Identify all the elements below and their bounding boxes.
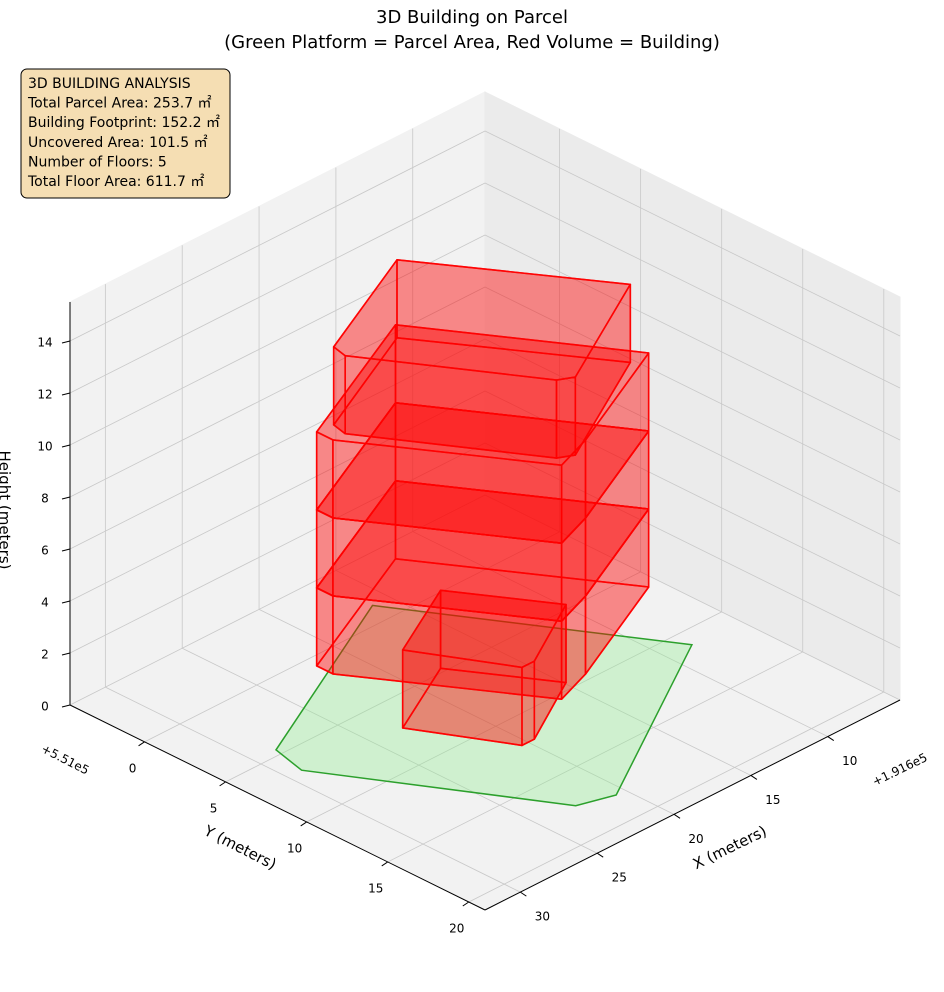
x-tick-label: 30 (535, 910, 550, 924)
grid-line (484, 286, 901, 493)
grid-line (387, 651, 803, 863)
z-tick-label: 4 (41, 596, 49, 610)
grid-line (69, 286, 486, 498)
grid-line (182, 647, 598, 854)
info-line: Total Parcel Area: 253.7 ㎡ (27, 96, 212, 112)
grid-line (484, 234, 901, 441)
y-tick-label: 20 (449, 921, 464, 935)
chart-title: 3D Building on Parcel (376, 7, 568, 28)
y-tick-label: 10 (287, 841, 302, 855)
grid-line (306, 611, 722, 823)
grid-line (105, 686, 521, 893)
grid (69, 128, 901, 903)
grid-line (225, 571, 641, 783)
y-tick (219, 781, 226, 787)
info-line: Total Floor Area: 611.7 ㎡ (27, 174, 204, 190)
x-axis-label: X (meters) (690, 822, 770, 873)
y-tick-label: 5 (210, 801, 218, 815)
x-tick-label: 25 (612, 871, 627, 885)
z-tick (61, 600, 71, 604)
axes: 10 15 20 25 30 0 5 10 15 20 0 2 4 6 8 10 12 14 (37, 302, 901, 935)
y-tick (138, 741, 145, 747)
y-tick (462, 901, 470, 907)
y-tick (300, 821, 307, 827)
volume-top (315, 323, 650, 467)
grid-line (69, 338, 486, 550)
y-tick-label: 0 (129, 761, 137, 775)
info-line: Number of Floors: 5 (28, 154, 167, 170)
z-tick-label: 0 (41, 700, 49, 714)
grid-line (258, 608, 675, 815)
x-tick (673, 813, 681, 819)
y-axis-line (69, 704, 486, 911)
volume-top (332, 258, 632, 381)
marks (274, 258, 694, 807)
volume-side (332, 346, 347, 435)
grid-line (69, 182, 486, 394)
grid-line (484, 130, 901, 337)
grid-line (69, 234, 486, 446)
grid-line (69, 494, 486, 706)
y-tick-label: 15 (368, 881, 383, 895)
info-line: Building Footprint: 152.2 ㎡ (28, 115, 220, 131)
x-offset-label: +1.916e5 (870, 750, 930, 789)
z-tick (61, 340, 71, 344)
grid-line (69, 130, 486, 342)
x-tick (750, 775, 758, 780)
info-box-bg (20, 68, 231, 199)
z-tick (61, 444, 71, 448)
z-axis-label: Height (meters) (0, 451, 14, 570)
grid-line (484, 338, 901, 545)
x-tick-label: 15 (765, 793, 780, 807)
z-tick-label: 6 (41, 544, 49, 558)
x-tick-label: 10 (842, 754, 857, 768)
x-tick (520, 891, 527, 897)
z-tick (61, 392, 71, 396)
x-tick-label: 20 (688, 832, 703, 846)
z-tick-label: 14 (37, 336, 52, 350)
volume-side (315, 431, 334, 519)
parcel (274, 604, 694, 807)
z-tick-label: 2 (41, 648, 49, 662)
z-tick-label: 12 (37, 388, 52, 402)
y-tick (381, 861, 389, 867)
grid-line (484, 494, 901, 701)
x-axis-line (484, 699, 901, 911)
info-box: 3D BUILDING ANALYSIS Total Parcel Area: 2… (20, 68, 231, 199)
grid-line (468, 691, 884, 903)
info-line: Uncovered Area: 101.5 ㎡ (28, 135, 208, 151)
grid-line (69, 390, 486, 602)
z-tick-label: 8 (41, 492, 49, 506)
info-line: 3D BUILDING ANALYSIS (28, 76, 191, 92)
volume-side (555, 376, 577, 459)
z-tick (61, 704, 71, 708)
grid-line (412, 531, 828, 737)
y-offset-label: +5.51e5 (39, 742, 92, 778)
y-axis-label: Y (meters) (200, 821, 279, 873)
grid-line (69, 442, 486, 654)
chart-subtitle: (Green Platform = Parcel Area, Red Volum… (224, 32, 720, 53)
x-tick (827, 736, 835, 741)
volume-side (315, 587, 334, 675)
grid-line (484, 442, 901, 649)
volume-top (401, 589, 567, 669)
z-tick-label: 10 (37, 440, 52, 454)
grid-line (484, 390, 901, 597)
z-tick (61, 548, 71, 552)
volume-side (315, 509, 334, 597)
x-tick (596, 852, 604, 858)
z-tick (61, 652, 71, 656)
grid-line (484, 182, 901, 389)
z-tick (61, 496, 71, 500)
